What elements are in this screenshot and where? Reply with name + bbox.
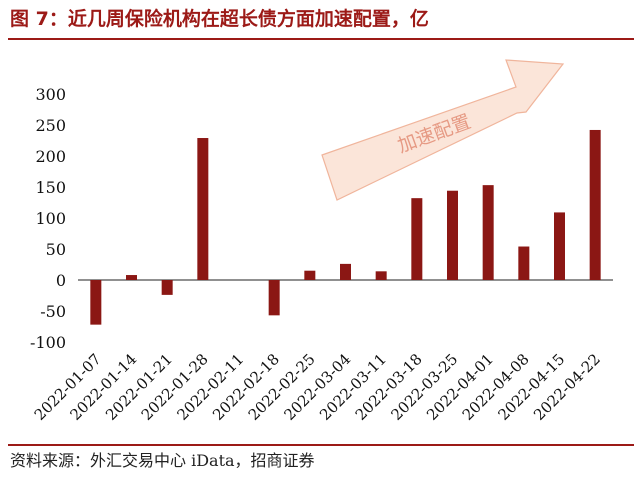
- y-tick-label: 150: [35, 178, 66, 197]
- annotation-arrow-group: 加速配置: [321, 59, 565, 201]
- y-tick-label: -50: [40, 302, 66, 321]
- bar: [197, 138, 209, 280]
- bar: [90, 280, 102, 325]
- bar: [482, 185, 494, 280]
- y-tick-label: 0: [56, 271, 66, 290]
- x-axis-labels: 2022-01-072022-01-142022-01-212022-01-28…: [31, 350, 604, 424]
- bar: [126, 275, 137, 280]
- y-tick-label: 300: [35, 85, 66, 104]
- y-tick-label: 250: [35, 116, 66, 135]
- y-tick-label: 100: [35, 209, 66, 228]
- title-rule: [8, 38, 634, 40]
- y-tick-label: 50: [46, 240, 66, 259]
- y-tick-label: 200: [35, 147, 66, 166]
- source-note: 资料来源：外汇交易中心 iData，招商证券: [10, 451, 315, 470]
- bar: [340, 263, 351, 280]
- y-axis-ticks: 300 250 200 150 100 50 0 -50 -100: [30, 85, 66, 352]
- bar: [447, 190, 458, 280]
- bar: [268, 280, 280, 316]
- bar: [304, 270, 316, 280]
- bar: [411, 198, 423, 280]
- annotation-arrow: [321, 59, 565, 201]
- bar: [518, 246, 530, 280]
- bars: [90, 129, 601, 325]
- bar: [161, 280, 173, 295]
- bar-chart: 加速配置 300 250 200 150 100 50 0 -50 -100 2022-01-0…: [30, 59, 613, 424]
- y-tick-label: -100: [30, 333, 66, 352]
- figure-title: 图 7：近几周保险机构在超长债方面加速配置，亿: [10, 8, 429, 30]
- bar: [589, 129, 601, 280]
- bottom-rule: [8, 444, 634, 446]
- bar: [554, 212, 565, 280]
- bar: [375, 271, 387, 280]
